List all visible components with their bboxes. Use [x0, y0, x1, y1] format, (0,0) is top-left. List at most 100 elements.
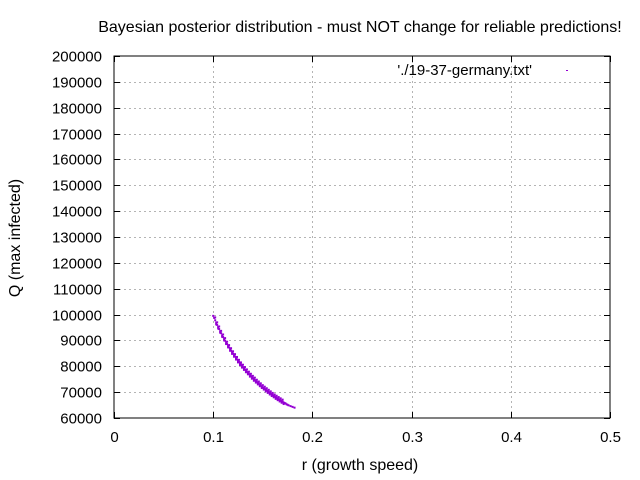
- data-point: [216, 321, 219, 324]
- data-point: [258, 385, 261, 388]
- data-point: [232, 350, 235, 353]
- x-tick-label: 0.2: [302, 429, 323, 446]
- data-point: [252, 379, 255, 382]
- data-point: [234, 353, 237, 356]
- data-point: [244, 371, 247, 374]
- x-tick-label: 0.5: [600, 429, 621, 446]
- data-point: [223, 339, 226, 342]
- data-point: [261, 384, 264, 387]
- y-tick-label: 180000: [52, 101, 102, 118]
- y-tick-label: 170000: [52, 127, 102, 144]
- data-point: [238, 363, 241, 366]
- data-point: [233, 354, 236, 357]
- data-point: [270, 395, 273, 398]
- data-point: [249, 372, 252, 375]
- data-point: [273, 393, 276, 396]
- data-point: [257, 380, 260, 383]
- data-point: [269, 390, 272, 393]
- data-point: [282, 403, 285, 406]
- grid-lines: [114, 56, 610, 418]
- y-tick-label: 120000: [52, 256, 102, 273]
- y-tick-label: 150000: [52, 178, 102, 195]
- data-point: [236, 355, 239, 358]
- data-point: [248, 373, 251, 376]
- data-point: [278, 400, 281, 403]
- y-tick-label: 100000: [52, 308, 102, 325]
- data-point: [246, 371, 249, 374]
- data-point: [291, 405, 294, 408]
- data-point: [219, 331, 222, 334]
- legend: './19-37-germany.txt': [397, 62, 568, 79]
- data-point: [271, 391, 274, 394]
- data-point: [233, 355, 236, 358]
- data-point: [262, 388, 265, 391]
- y-tick-labels: 60000 70000 80000 90000 100000 110000 120000 13…: [52, 49, 102, 428]
- data-point: [293, 406, 296, 409]
- y-tick-label: 140000: [52, 204, 102, 221]
- data-point: [265, 387, 268, 390]
- data-point: [229, 349, 232, 352]
- data-point: [240, 364, 243, 367]
- data-point: [276, 399, 279, 402]
- data-point: [237, 358, 240, 361]
- data-point: [231, 352, 234, 355]
- data-point: [263, 385, 266, 388]
- data-point: [225, 343, 228, 346]
- y-tick-label: 110000: [53, 282, 102, 299]
- data-point: [222, 333, 225, 336]
- data-point: [277, 396, 280, 399]
- data-point: [279, 397, 282, 400]
- data-point: [215, 323, 218, 326]
- data-point: [255, 378, 258, 381]
- data-point: [272, 396, 275, 399]
- data-point: [227, 346, 230, 349]
- data-point: [224, 337, 227, 340]
- data-point: [212, 314, 215, 317]
- data-point: [217, 327, 220, 330]
- data-point: [214, 319, 217, 322]
- data-point: [280, 401, 283, 404]
- data-point: [245, 368, 248, 371]
- data-point: [267, 388, 270, 391]
- y-tick-label: 60000: [60, 411, 102, 428]
- data-point: [264, 390, 267, 393]
- y-tick-label: 200000: [52, 49, 102, 66]
- y-tick-label: 190000: [52, 75, 102, 92]
- y-tick-label: 90000: [60, 333, 102, 350]
- data-point: [218, 325, 221, 328]
- axis-ticks: [114, 56, 611, 419]
- data-point: [252, 377, 255, 380]
- data-point: [266, 391, 269, 394]
- y-tick-label: 160000: [52, 152, 102, 169]
- chart-title: Bayesian posterior distribution - must N…: [98, 19, 622, 36]
- x-tick-label: 0.1: [203, 429, 224, 446]
- x-tick-label: 0: [110, 429, 118, 446]
- legend-label: './19-37-germany.txt': [397, 62, 532, 79]
- data-point: [240, 366, 243, 369]
- data-point: [230, 347, 233, 350]
- x-axis-label: r (growth speed): [302, 457, 419, 474]
- data-point: [274, 397, 277, 400]
- data-point: [241, 363, 244, 366]
- x-tick-label: 0.4: [501, 429, 522, 446]
- data-point: [242, 368, 245, 371]
- data-point: [286, 403, 289, 406]
- data-point: [268, 393, 271, 396]
- data-point: [246, 373, 249, 376]
- data-point: [235, 357, 238, 360]
- data-point: [253, 376, 256, 379]
- data-point: [250, 377, 253, 380]
- data-point: [250, 375, 253, 378]
- data-point: [256, 383, 259, 386]
- data-points: [212, 314, 296, 409]
- data-point: [247, 370, 250, 373]
- data-point: [244, 369, 247, 372]
- y-tick-label: 70000: [60, 385, 102, 402]
- plot-frame: [113, 55, 611, 419]
- x-tick-labels: 0 0.1 0.2 0.3 0.4 0.5: [110, 429, 621, 446]
- y-tick-label: 80000: [60, 359, 102, 376]
- legend-marker: [566, 70, 568, 71]
- data-point: [254, 381, 257, 384]
- data-point: [289, 405, 292, 408]
